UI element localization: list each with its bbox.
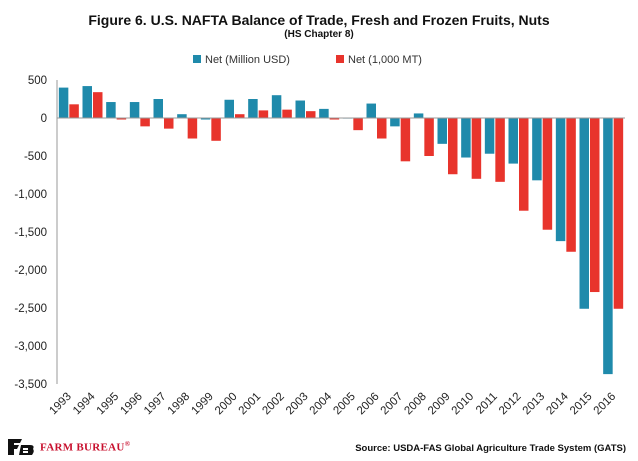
bar-usd xyxy=(106,102,116,118)
legend-swatch xyxy=(336,55,344,63)
chart-subtitle: (HS Chapter 8) xyxy=(284,29,354,40)
x-tick-label: 2016 xyxy=(592,391,619,418)
bar-mt xyxy=(211,118,221,141)
bar-mt xyxy=(140,118,150,127)
bar-mt xyxy=(613,118,624,309)
x-tick-label: 2005 xyxy=(331,391,358,418)
bar-mt xyxy=(235,114,245,118)
legend-swatch xyxy=(193,55,201,63)
bar-usd xyxy=(129,102,140,118)
bar-usd xyxy=(58,87,69,118)
bar-usd xyxy=(248,99,258,118)
source-note: Source: USDA-FAS Global Agriculture Trad… xyxy=(355,443,626,454)
farm-bureau-logo: FARM BUREAU® xyxy=(6,437,130,457)
bar-mt xyxy=(471,118,482,179)
bar-usd xyxy=(319,108,329,118)
bar-usd xyxy=(271,95,282,118)
bar-mt xyxy=(258,110,269,118)
x-tick-label: 2009 xyxy=(426,391,453,418)
bar-usd xyxy=(603,118,613,375)
bar-mt xyxy=(187,118,198,139)
bar-usd xyxy=(508,118,518,164)
bar-usd xyxy=(200,118,211,120)
bar-mt xyxy=(424,118,434,156)
legend-label: Net (Million USD) xyxy=(205,54,290,66)
bar-mt xyxy=(306,111,316,118)
bar-mt xyxy=(329,118,340,120)
y-tick-label: -3,000 xyxy=(14,341,47,353)
x-tick-label: 1995 xyxy=(95,391,122,418)
x-tick-label: 2011 xyxy=(474,391,500,417)
bar-usd xyxy=(295,100,305,118)
x-tick-label: 1997 xyxy=(142,391,169,418)
bar-usd xyxy=(555,118,566,242)
legend-label: Net (1,000 MT) xyxy=(348,54,422,66)
x-tick-label: 2010 xyxy=(450,391,477,418)
x-tick-label: 2015 xyxy=(568,391,595,418)
x-tick-label: 2004 xyxy=(308,390,335,417)
bar-usd xyxy=(177,114,187,118)
x-tick-label: 1998 xyxy=(166,391,193,418)
y-axis: 500 0 -500 -1,000 -1,500 -2,000 -2,500 -3,000 -3… xyxy=(14,75,47,391)
x-tick-label: 1993 xyxy=(47,391,74,418)
x-tick-label: 2007 xyxy=(379,391,406,418)
bar-usd xyxy=(413,113,424,118)
farm-bureau-name: FARM BUREAU® xyxy=(40,440,131,454)
bar-usd xyxy=(532,118,542,181)
y-tick-label: 0 xyxy=(41,113,47,125)
legend: Net (Million USD) Net (1,000 MT) xyxy=(193,54,422,66)
x-tick-label: 2008 xyxy=(402,391,429,418)
bar-mt xyxy=(400,118,411,162)
bar-mt xyxy=(69,104,79,118)
x-tick-label: 2013 xyxy=(521,391,548,418)
bar-mt xyxy=(448,118,458,175)
x-tick-label: 2000 xyxy=(213,391,240,418)
bars xyxy=(58,86,624,375)
bar-usd xyxy=(461,118,471,158)
bar-usd xyxy=(82,86,92,118)
y-tick-label: -1,500 xyxy=(14,227,47,239)
bar-mt xyxy=(495,118,505,182)
bar-mt xyxy=(590,118,600,293)
y-tick-label: -3,500 xyxy=(14,379,47,391)
bar-mt xyxy=(164,118,174,129)
bar-mt xyxy=(116,118,127,120)
x-tick-label: 1996 xyxy=(118,391,145,418)
bar-usd xyxy=(153,99,163,118)
y-tick-label: 500 xyxy=(28,75,47,87)
x-tick-label: 2012 xyxy=(497,391,524,418)
x-tick-label: 2006 xyxy=(355,391,382,418)
bar-mt xyxy=(93,92,103,118)
x-tick-label: 2001 xyxy=(237,391,264,418)
y-tick-label: -2,500 xyxy=(14,303,47,315)
chart-title: Figure 6. U.S. NAFTA Balance of Trade, F… xyxy=(88,12,550,28)
bar-usd xyxy=(366,103,376,118)
bar-mt xyxy=(377,118,387,139)
bar-mt xyxy=(542,118,553,230)
bar-mt xyxy=(353,118,363,131)
x-tick-label: 2014 xyxy=(544,390,571,417)
x-axis: 1993199419951996199719981999200020012002… xyxy=(47,390,618,417)
bar-usd xyxy=(390,118,400,127)
y-tick-label: -1,000 xyxy=(14,189,47,201)
farm-bureau-logo-icon xyxy=(8,439,34,455)
y-tick-label: -2,000 xyxy=(14,265,47,277)
bar-usd xyxy=(484,118,495,154)
y-tick-label: -500 xyxy=(24,151,47,163)
bar-mt xyxy=(519,118,529,211)
x-tick-label: 1994 xyxy=(71,390,98,417)
bar-usd xyxy=(579,118,589,309)
x-tick-label: 2003 xyxy=(284,391,311,418)
x-tick-label: 2002 xyxy=(260,391,287,418)
bar-usd xyxy=(224,99,234,118)
x-tick-label: 1999 xyxy=(189,391,216,418)
bar-mt xyxy=(282,109,292,118)
bar-mt xyxy=(566,118,576,252)
bar-usd xyxy=(437,118,447,144)
